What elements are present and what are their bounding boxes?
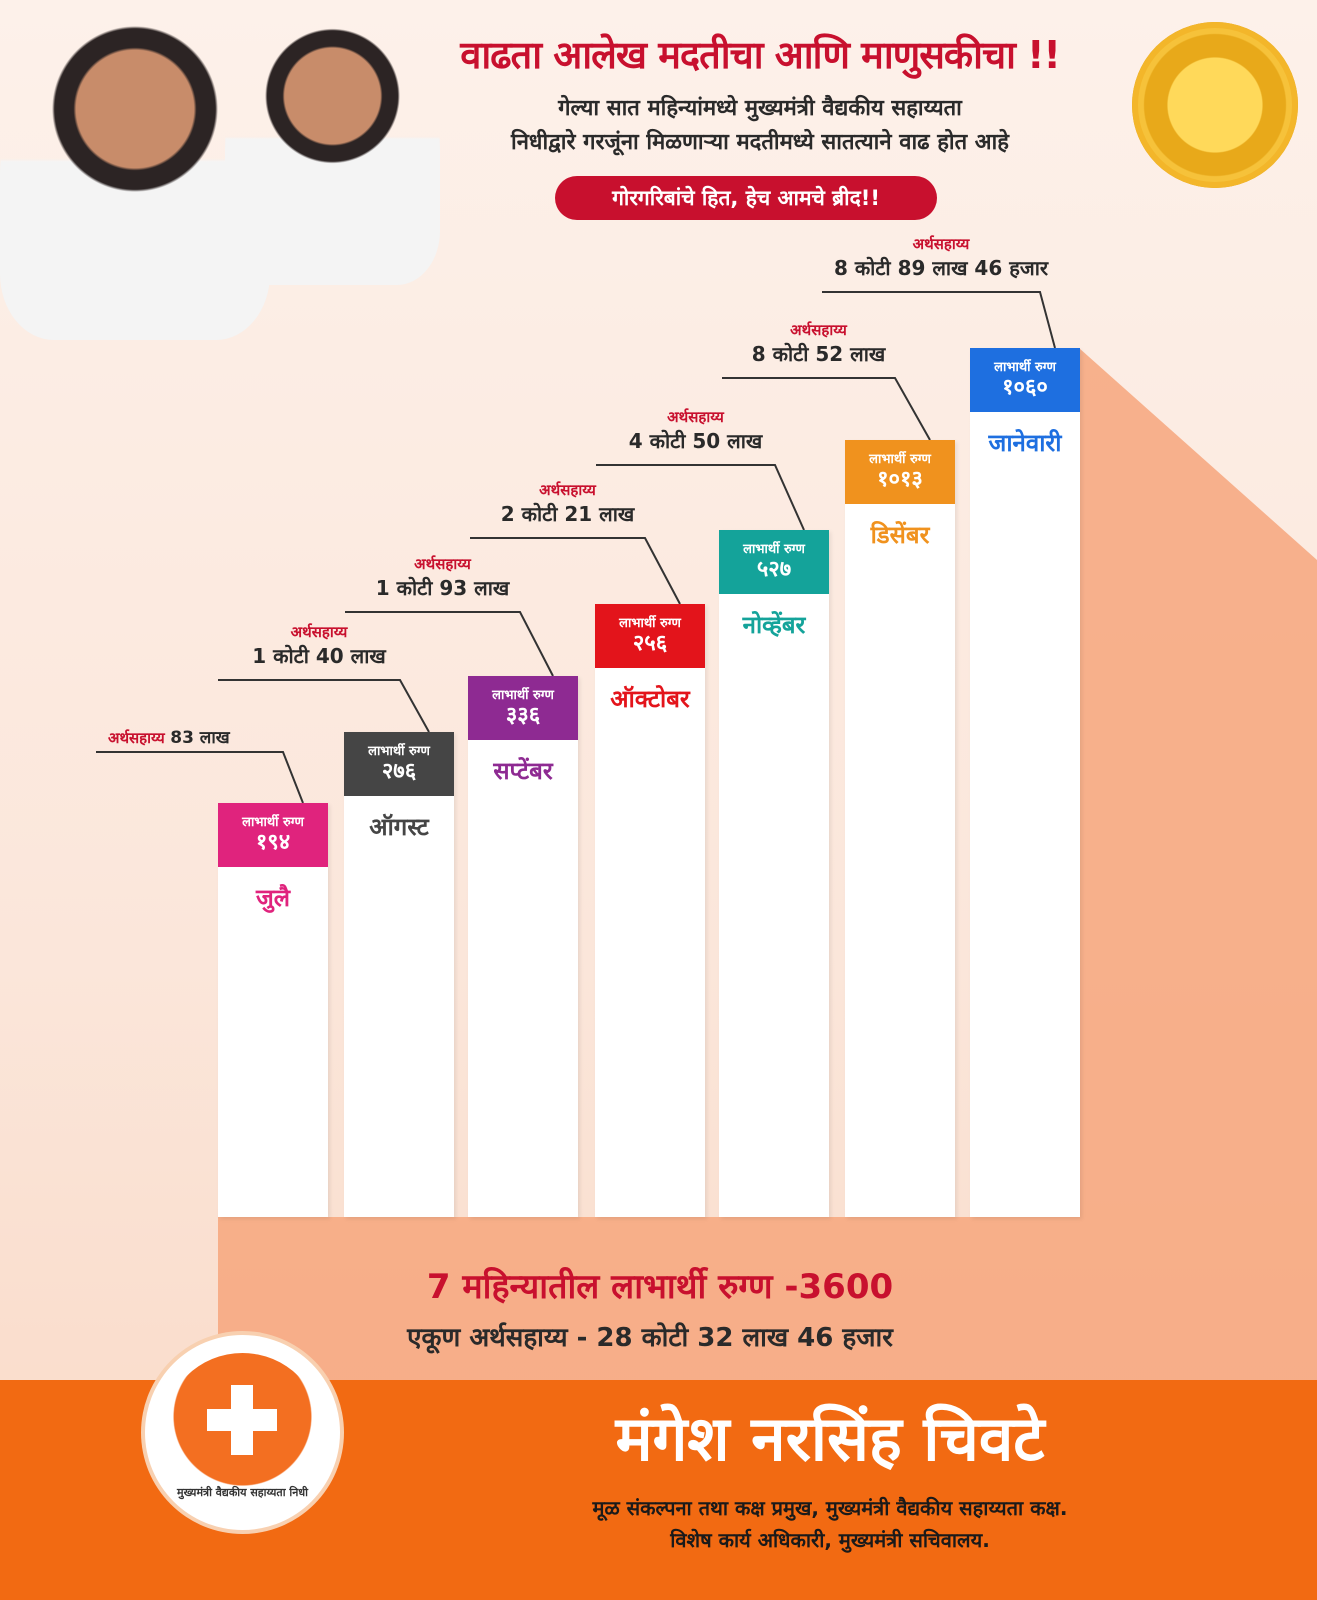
aid-label: अर्थसहाय्य bbox=[539, 481, 596, 499]
bar-header: लाभार्थी रुग्ण ५२७ bbox=[719, 530, 829, 594]
medical-cross-icon bbox=[207, 1385, 277, 1455]
bar-header: लाभार्थी रुग्ण १०१३ bbox=[845, 440, 955, 504]
bar-4: लाभार्थी रुग्ण ५२७ नोव्हेंबर bbox=[719, 530, 829, 1217]
bar-3: लाभार्थी रुग्ण २५६ ऑक्टोबर bbox=[595, 604, 705, 1217]
aid-value: 1 कोटी 93 लाख bbox=[375, 576, 510, 600]
bar-header: लाभार्थी रुग्ण १०६० bbox=[970, 348, 1080, 412]
patients-value: ५२७ bbox=[756, 557, 792, 582]
aid-value: 83 लाख bbox=[170, 728, 230, 748]
aid-label: अर्थसहाय्य bbox=[790, 321, 847, 339]
patients-value: ३३६ bbox=[505, 703, 541, 728]
aid-annotation-3: अर्थसहाय्य 2 कोटी 21 लाख bbox=[470, 480, 665, 527]
patients-label: लाभार्थी रुग्ण bbox=[619, 616, 681, 631]
aid-annotation-2: अर्थसहाय्य 1 कोटी 93 लाख bbox=[345, 554, 540, 601]
tagline-badge: गोरगरिबांचे हित, हेच आमचे ब्रीद!! bbox=[555, 176, 937, 220]
month-label: डिसेंबर bbox=[870, 521, 930, 549]
aid-annotation-5: अर्थसहाय्य 8 कोटी 52 लाख bbox=[722, 320, 915, 367]
month-label: ऑक्टोबर bbox=[610, 685, 690, 713]
aid-value: 1 कोटी 40 लाख bbox=[252, 644, 386, 668]
author-role-1: मूळ संकल्पना तथा कक्ष प्रमुख, मुख्यमंत्र… bbox=[592, 1496, 1068, 1520]
total-aid: एकूण अर्थसहाय्य - 28 कोटी 32 लाख 46 हजार bbox=[407, 1323, 893, 1353]
bar-header: लाभार्थी रुग्ण २७६ bbox=[344, 732, 454, 796]
subtitle-line-1: गेल्या सात महिन्यांमध्ये मुख्यमंत्री वैद… bbox=[558, 96, 962, 121]
logo-text: मुख्यमंत्री वैद्यकीय सहाय्यता निधी bbox=[177, 1486, 308, 1499]
bar-0: लाभार्थी रुग्ण १९४ जुलै bbox=[218, 803, 328, 1217]
aid-label: अर्थसहाय्य bbox=[667, 408, 724, 426]
bar-header: लाभार्थी रुग्ण २५६ bbox=[595, 604, 705, 668]
patients-value: २५६ bbox=[632, 631, 668, 656]
aid-annotation-0: अर्थसहाय्य 83 लाख bbox=[108, 725, 230, 748]
month-label: सप्टेंबर bbox=[493, 757, 553, 785]
aid-label: अर्थसहाय्य bbox=[290, 623, 348, 641]
aid-label: अर्थसहाय्य bbox=[912, 235, 970, 253]
patients-value: २७६ bbox=[381, 759, 417, 784]
aid-annotation-1: अर्थसहाय्य 1 कोटी 40 लाख bbox=[218, 622, 420, 669]
patients-label: लाभार्थी रुग्ण bbox=[368, 744, 430, 759]
patients-value: १०१३ bbox=[877, 467, 923, 492]
aid-value: 8 कोटी 89 लाख 46 हजार bbox=[833, 256, 1049, 280]
aid-label: अर्थसहाय्य bbox=[414, 555, 471, 573]
patients-label: लाभार्थी रुग्ण bbox=[492, 688, 554, 703]
bar-header: लाभार्थी रुग्ण १९४ bbox=[218, 803, 328, 867]
government-seal-emblem bbox=[1132, 22, 1298, 188]
subtitle: गेल्या सात महिन्यांमध्ये मुख्यमंत्री वैद… bbox=[420, 92, 1100, 160]
author-name: मंगेश नरसिंह चिवटे bbox=[615, 1402, 1045, 1475]
patients-value: १०६० bbox=[1002, 375, 1048, 400]
aid-annotation-6: अर्थसहाय्य 8 कोटी 89 लाख 46 हजार bbox=[822, 234, 1060, 281]
month-label: ऑगस्ट bbox=[369, 813, 429, 841]
month-label: जानेवारी bbox=[988, 429, 1062, 457]
relief-fund-logo: मुख्यमंत्री वैद्यकीय सहाय्यता निधी bbox=[145, 1335, 340, 1530]
patients-label: लाभार्थी रुग्ण bbox=[994, 360, 1056, 375]
subtitle-line-2: निधीद्वारे गरजूंना मिळणाऱ्या मदतीमध्ये स… bbox=[511, 130, 1009, 155]
patients-value: १९४ bbox=[255, 830, 291, 855]
bar-5: लाभार्थी रुग्ण १०१३ डिसेंबर bbox=[845, 440, 955, 1217]
aid-value: 2 कोटी 21 लाख bbox=[500, 502, 635, 526]
aid-value: 4 कोटी 50 लाख bbox=[628, 429, 763, 453]
patients-label: लाभार्थी रुग्ण bbox=[743, 542, 805, 557]
month-label: जुलै bbox=[255, 884, 291, 912]
bar-1: लाभार्थी रुग्ण २७६ ऑगस्ट bbox=[344, 732, 454, 1217]
author-role-2: विशेष कार्य अधिकारी, मुख्यमंत्री सचिवालय… bbox=[670, 1528, 990, 1552]
page-title: वाढता आलेख मदतीचा आणि माणुसकीचा !! bbox=[460, 33, 1061, 77]
patients-label: लाभार्थी रुग्ण bbox=[869, 452, 931, 467]
aid-label: अर्थसहाय्य bbox=[108, 729, 165, 747]
leader-photo-2 bbox=[225, 15, 440, 285]
bar-shadow-band bbox=[218, 348, 1317, 1380]
aid-annotation-4: अर्थसहाय्य 4 कोटी 50 लाख bbox=[596, 407, 795, 454]
patients-label: लाभार्थी रुग्ण bbox=[242, 815, 304, 830]
total-patients: 7 महिन्यातील लाभार्थी रुग्ण -3600 bbox=[426, 1267, 894, 1307]
bar-header: लाभार्थी रुग्ण ३३६ bbox=[468, 676, 578, 740]
bar-2: लाभार्थी रुग्ण ३३६ सप्टेंबर bbox=[468, 676, 578, 1217]
bar-6: लाभार्थी रुग्ण १०६० जानेवारी bbox=[970, 348, 1080, 1217]
aid-value: 8 कोटी 52 लाख bbox=[751, 342, 886, 366]
month-label: नोव्हेंबर bbox=[742, 611, 806, 639]
